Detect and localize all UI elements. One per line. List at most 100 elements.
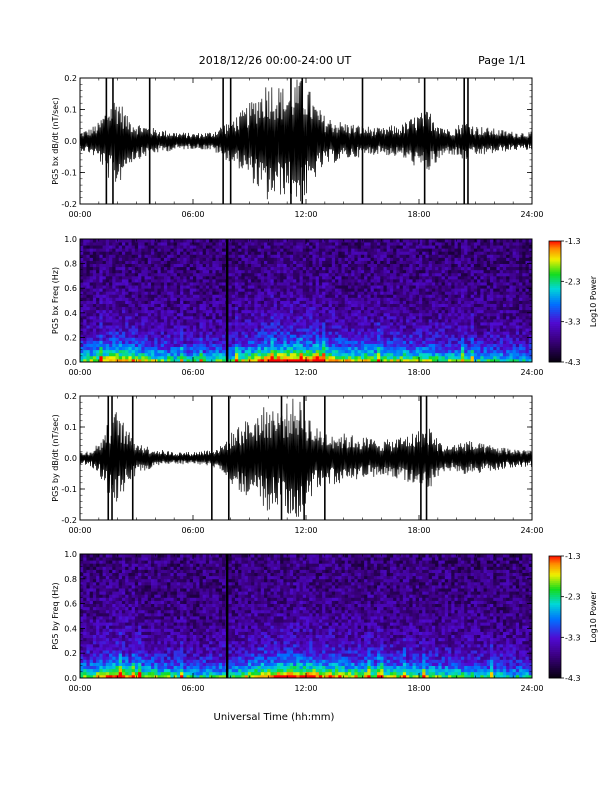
spectrogram-cell <box>361 316 365 319</box>
spectrogram-cell <box>400 261 404 264</box>
spectrogram-cell <box>161 264 165 267</box>
spectrogram-cell <box>232 337 236 340</box>
spectrogram-cell <box>241 270 245 273</box>
spectrogram-cell <box>348 273 352 276</box>
spectrogram-cell <box>203 261 207 264</box>
spectrogram-cell <box>387 279 391 282</box>
spectrogram-cell <box>83 325 87 328</box>
spectrogram-cell <box>367 276 371 279</box>
spectrogram-cell <box>351 319 355 322</box>
spectrogram-cell <box>342 297 346 300</box>
spectrogram-cell <box>164 347 168 350</box>
spectrogram-cell <box>90 297 94 300</box>
spectrogram-cell <box>248 245 252 248</box>
spectrogram-cell <box>258 301 262 304</box>
spectrogram-cell <box>103 291 107 294</box>
spectrogram-cell <box>361 270 365 273</box>
spectrogram-cell <box>125 276 129 279</box>
spectrogram-cell <box>303 307 307 310</box>
spectrogram-cell <box>280 282 284 285</box>
spectrogram-cell <box>300 261 304 264</box>
spectrogram-cell <box>316 254 320 257</box>
spectrogram-cell <box>325 251 329 254</box>
spectrogram-cell <box>248 264 252 267</box>
spectrogram-cell <box>96 340 100 343</box>
spectrogram-cell <box>167 267 171 270</box>
spectrogram-cell <box>467 257 471 260</box>
spectrogram-cell <box>180 291 184 294</box>
spectrogram-cell <box>329 344 333 347</box>
spectrogram-cell <box>128 331 132 334</box>
spectrogram-cell <box>303 301 307 304</box>
spectrogram-cell <box>222 353 226 356</box>
spectrogram-cell <box>86 310 90 313</box>
spectrogram-cell <box>422 282 426 285</box>
spectrogram-cell <box>422 251 426 254</box>
spectrogram-cell <box>90 301 94 304</box>
spectrogram-cell <box>112 307 116 310</box>
spectrogram-cell <box>300 347 304 350</box>
spectrogram-cell <box>371 264 375 267</box>
spectrogram-cell <box>174 288 178 291</box>
spectrogram-cell <box>448 270 452 273</box>
spectrogram-cell <box>458 334 462 337</box>
spectrogram-cell <box>332 347 336 350</box>
spectrogram-cell <box>235 350 239 353</box>
spectrogram-cell <box>180 279 184 282</box>
spectrogram-cell <box>283 254 287 257</box>
y-tick-label: 0.2 <box>64 74 77 83</box>
spectrogram-cell <box>128 301 132 304</box>
spectrogram-cell <box>161 316 165 319</box>
spectrogram-cell <box>467 288 471 291</box>
spectrogram-cell <box>290 248 294 251</box>
spectrogram-cell <box>432 350 436 353</box>
spectrogram-cell <box>361 328 365 331</box>
spectrogram-cell <box>135 261 139 264</box>
spectrogram-cell <box>429 242 433 245</box>
spectrogram-cell <box>406 264 410 267</box>
spectrogram-cell <box>455 279 459 282</box>
spectrogram-cell <box>287 353 291 356</box>
spectrogram-cell <box>267 340 271 343</box>
spectrogram-cell <box>364 319 368 322</box>
spectrogram-cell <box>445 322 449 325</box>
spectrogram-cell <box>329 261 333 264</box>
spectrogram-cell <box>348 279 352 282</box>
spectrogram-cell <box>241 248 245 251</box>
spectrogram-cell <box>367 273 371 276</box>
spectrogram-cell <box>219 242 223 245</box>
spectrogram-cell <box>109 356 113 359</box>
spectrogram-cell <box>90 344 94 347</box>
spectrogram-cell <box>138 291 142 294</box>
spectrogram-cell <box>377 310 381 313</box>
spectrogram-cell <box>312 276 316 279</box>
spectrogram-cell <box>235 301 239 304</box>
spectrogram-cell <box>109 245 113 248</box>
spectrogram-cell <box>445 313 449 316</box>
spectrogram-cell <box>432 285 436 288</box>
spectrogram-cell <box>164 248 168 251</box>
spectrogram-cell <box>138 254 142 257</box>
spectrogram-cell <box>374 316 378 319</box>
spectrogram-cell <box>312 245 316 248</box>
spectrogram-cell <box>280 251 284 254</box>
spectrogram-cell <box>306 297 310 300</box>
spectrogram-cell <box>216 297 220 300</box>
spectrogram-cell <box>374 264 378 267</box>
spectrogram-cell <box>232 304 236 307</box>
spectrogram-cell <box>296 344 300 347</box>
spectrogram-cell <box>348 307 352 310</box>
spectrogram-cell <box>196 301 200 304</box>
spectrogram-cell <box>287 285 291 288</box>
spectrogram-cell <box>325 331 329 334</box>
spectrogram-cell <box>361 297 365 300</box>
spectrogram-cell <box>93 356 97 359</box>
spectrogram-cell <box>199 251 203 254</box>
spectrogram-cell <box>241 239 245 242</box>
spectrogram-cell <box>416 328 420 331</box>
spectrogram-cell <box>348 316 352 319</box>
spectrogram-cell <box>141 347 145 350</box>
spectrogram-cell <box>258 282 262 285</box>
spectrogram-cell <box>287 347 291 350</box>
spectrogram-cell <box>429 273 433 276</box>
